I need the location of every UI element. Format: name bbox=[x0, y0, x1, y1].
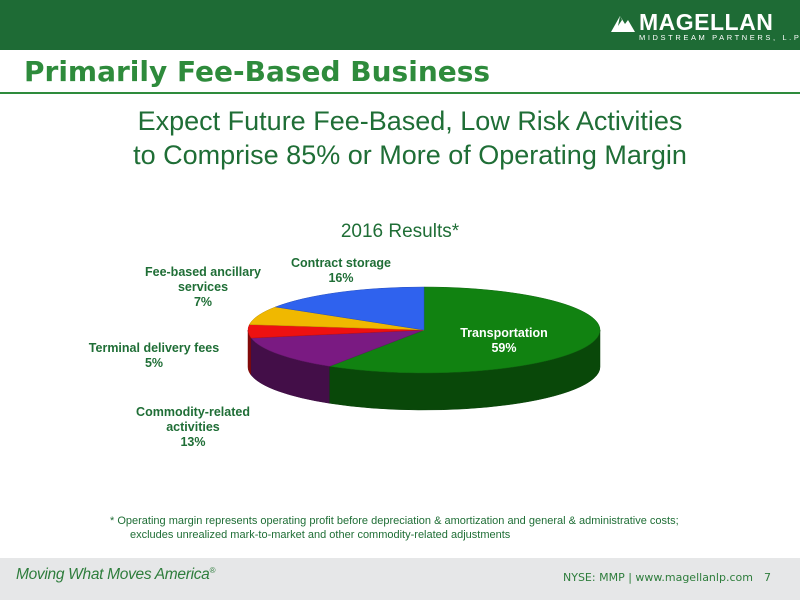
headline: Expect Future Fee-Based, Low Risk Activi… bbox=[0, 104, 800, 172]
logo-subtitle: MIDSTREAM PARTNERS, L.P. bbox=[639, 33, 800, 42]
pie-label-line: Terminal delivery fees bbox=[89, 341, 219, 355]
chart-title: 2016 Results* bbox=[341, 221, 460, 242]
pie-label-line: Commodity-related bbox=[136, 405, 250, 419]
pie-label-0: Transportation 59% bbox=[460, 326, 548, 355]
tagline: Moving What Moves America® bbox=[16, 566, 215, 584]
headline-line-2: to Comprise 85% or More of Operating Mar… bbox=[133, 140, 687, 170]
logo-name: MAGELLAN bbox=[639, 9, 774, 35]
pie-label-2: Terminal delivery fees 5% bbox=[89, 341, 219, 370]
registered-mark: ® bbox=[209, 566, 216, 575]
pie-label-3: Fee-based ancillary services 7% bbox=[145, 265, 261, 309]
pie-label-line: 13% bbox=[180, 435, 205, 449]
footnote-line-1: * Operating margin represents operating … bbox=[110, 515, 679, 527]
footer-bar bbox=[0, 558, 800, 600]
footnote: * Operating margin represents operating … bbox=[110, 514, 750, 542]
pie-label-4: Contract storage 16% bbox=[291, 256, 391, 285]
pie-label-line: services bbox=[178, 280, 228, 294]
pie-label-line: Fee-based ancillary bbox=[145, 265, 261, 279]
mountain-logo-icon bbox=[611, 16, 635, 32]
page-title: Primarily Fee-Based Business bbox=[24, 55, 491, 88]
pie-label-line: Contract storage bbox=[291, 256, 391, 270]
pie-slice-1 bbox=[250, 329, 425, 367]
headline-line-1: Expect Future Fee-Based, Low Risk Activi… bbox=[137, 106, 683, 136]
pie-label-1: Commodity-related activities 13% bbox=[136, 405, 250, 449]
pie-label-line: Transportation bbox=[460, 326, 548, 340]
ticker-and-website: NYSE: MMP | www.magellanlp.com bbox=[563, 571, 753, 584]
pie-slice-0 bbox=[328, 286, 601, 374]
pie-label-line: 59% bbox=[491, 341, 516, 355]
page-number: 7 bbox=[764, 571, 771, 584]
tagline-text: Moving What Moves America bbox=[16, 566, 210, 584]
header-bar bbox=[0, 0, 800, 50]
footnote-line-2: excludes unrealized mark-to-market and o… bbox=[130, 529, 511, 541]
magellan-logo: MAGELLAN MIDSTREAM PARTNERS, L.P. bbox=[611, 9, 800, 44]
pie-label-line: 5% bbox=[145, 356, 163, 370]
pie-label-line: 7% bbox=[194, 295, 212, 309]
title-divider bbox=[0, 92, 800, 94]
pie-label-line: 16% bbox=[328, 271, 353, 285]
pie-slice-4 bbox=[274, 286, 425, 331]
pie-label-line: activities bbox=[166, 420, 220, 434]
